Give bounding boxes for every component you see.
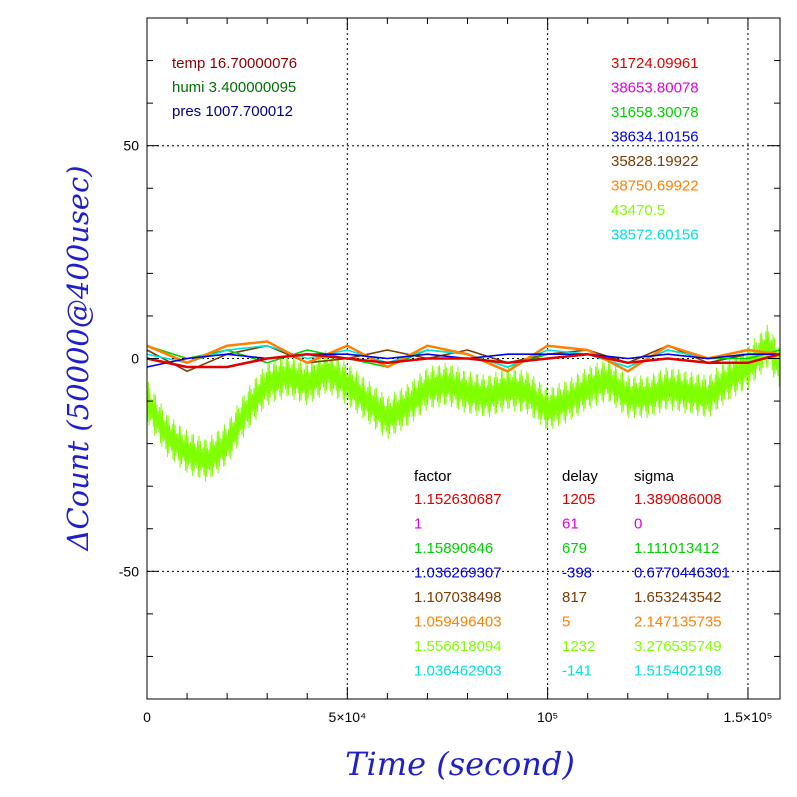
table-cell-factor: 1.036462903	[414, 663, 502, 680]
table-cell-delay: -398	[562, 565, 592, 582]
x-tick-label: 10⁵	[537, 709, 558, 725]
series-legend: 31724.09961 38653.80078 31658.30078 38634.1…	[611, 55, 699, 244]
table-cell-sigma: 3.276535749	[634, 638, 722, 655]
table-cell-delay: 1232	[562, 638, 595, 655]
table-cell-sigma: 1.111013412	[634, 540, 719, 557]
table-cell-factor: 1	[414, 516, 422, 533]
table-cell-factor: 1.152630687	[414, 491, 502, 508]
table-cell-factor: 1.107038498	[414, 589, 502, 606]
y-axis-title: ΔCount (50000@400usec)	[61, 165, 95, 551]
environment-entry: pres 1007.700012	[172, 103, 293, 120]
y-tick-label: 0	[131, 351, 139, 367]
legend-entry: 38572.60156	[611, 227, 699, 244]
environment-entry: temp 16.70000076	[172, 55, 297, 72]
x-tick-label: 5×10⁴	[329, 709, 367, 725]
table-cell-delay: -141	[562, 663, 592, 680]
legend-entry: 38750.69922	[611, 178, 699, 195]
environment-legend: temp 16.70000076 humi 3.400000095 pres 100…	[172, 55, 297, 120]
series-line-43470.5	[146, 324, 781, 482]
table-cell-delay: 817	[562, 589, 587, 606]
x-axis-title: Time (second)	[345, 745, 575, 783]
table-cell-factor: 1.036269307	[414, 565, 502, 582]
y-tick-label: -50	[119, 563, 139, 579]
legend-entry: 35828.19922	[611, 153, 699, 170]
table-header-factor: factor	[414, 468, 452, 485]
series-line-35828.19922	[146, 344, 780, 373]
legend-entry: 43470.5	[611, 202, 665, 219]
table-cell-sigma: 1.653243542	[634, 589, 722, 606]
table-cell-delay: 1205	[562, 491, 595, 508]
table-header-sigma: sigma	[634, 468, 675, 485]
table-cell-delay: 61	[562, 516, 579, 533]
series-layer	[146, 324, 781, 482]
x-tick-label: 1.5×10⁵	[723, 709, 772, 725]
table-cell-sigma: 0.6770446301	[634, 565, 730, 582]
fit-table: factor delay sigma 1.152630687 1205 1.3890860…	[414, 468, 730, 680]
x-tick-label: 0	[143, 709, 151, 725]
table-cell-factor: 1.059496403	[414, 614, 502, 631]
table-cell-delay: 679	[562, 540, 587, 557]
legend-entry: 38653.80078	[611, 80, 699, 97]
legend-entry: 31724.09961	[611, 55, 699, 72]
table-cell-sigma: 0	[634, 516, 642, 533]
table-cell-sigma: 1.389086008	[634, 491, 722, 508]
series-line-38750.69922	[146, 340, 781, 373]
environment-entry: humi 3.400000095	[172, 79, 296, 96]
legend-entry: 31658.30078	[611, 104, 699, 121]
table-cell-sigma: 2.147135735	[634, 614, 722, 631]
table-cell-factor: 1.556618094	[414, 638, 502, 655]
series-line-31724.09961	[146, 352, 781, 369]
table-cell-sigma: 1.515402198	[634, 663, 722, 680]
legend-entry: 38634.10156	[611, 129, 699, 146]
table-header-delay: delay	[562, 468, 598, 485]
table-cell-delay: 5	[562, 614, 570, 631]
y-tick-label: 50	[123, 138, 139, 154]
table-cell-factor: 1.15890646	[414, 540, 493, 557]
